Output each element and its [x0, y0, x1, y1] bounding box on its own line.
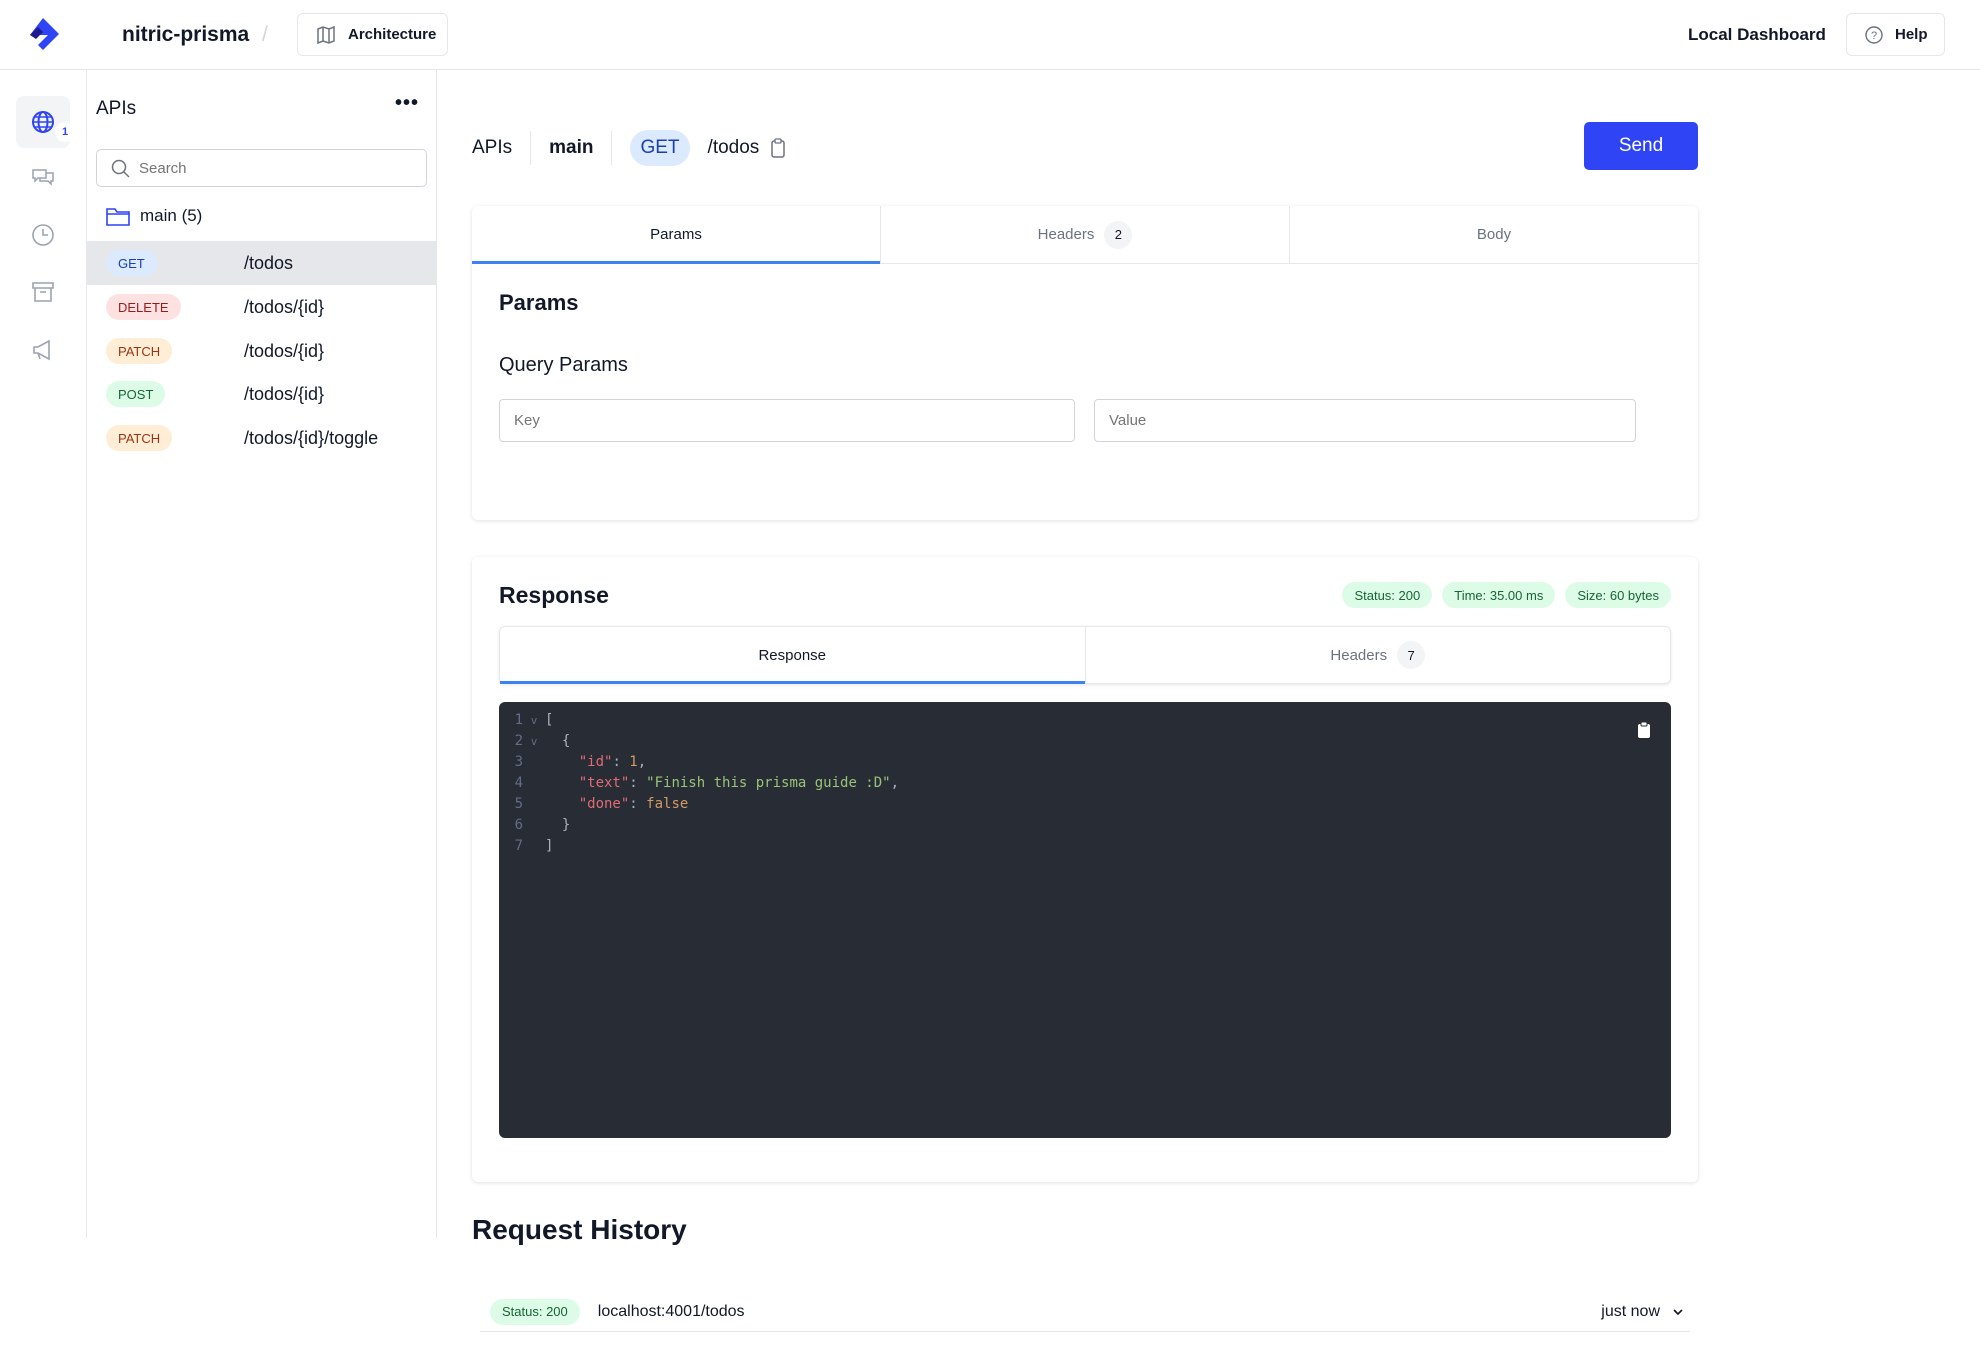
chevron-down-icon[interactable] — [1672, 1307, 1684, 1317]
route-path: /todos/{id}/toggle — [244, 427, 379, 448]
history-item[interactable]: Status: 200 localhost:4001/todos just no… — [480, 1292, 1690, 1332]
param-key-input[interactable] — [499, 399, 1075, 442]
response-meta: Status: 200 Time: 35.00 ms Size: 60 byte… — [1342, 582, 1671, 608]
size-badge: Size: 60 bytes — [1565, 582, 1671, 608]
nitric-logo-icon[interactable] — [26, 18, 60, 54]
tab-label: Response — [758, 646, 827, 664]
help-circle-icon: ? — [1865, 25, 1883, 44]
param-value-input[interactable] — [1094, 399, 1636, 442]
query-params-heading: Query Params — [499, 354, 628, 376]
help-button[interactable]: ? Help — [1846, 13, 1945, 56]
top-header: nitric-prisma / Architecture Local Dashb… — [0, 0, 1980, 70]
response-tabs: Response Headers 7 — [499, 626, 1671, 684]
project-name[interactable]: nitric-prisma — [122, 23, 250, 46]
tab-response[interactable]: Response — [500, 627, 1086, 684]
breadcrumb-separator: / — [262, 23, 268, 46]
rail-messages-button[interactable] — [16, 152, 70, 204]
code-line: 3 "id": 1, — [514, 754, 647, 770]
request-tabs: Params Headers 2 Body — [472, 206, 1698, 264]
status-badge: Status: 200 — [490, 1298, 580, 1325]
tab-label: Body — [1476, 226, 1512, 243]
method-badge: DELETE — [106, 294, 181, 320]
more-options-icon[interactable]: ••• — [395, 92, 420, 114]
route-item[interactable]: PATCH/todos/{id} — [87, 329, 437, 373]
api-group-main[interactable]: main (5) — [106, 206, 202, 226]
breadcrumb-api-name: main — [531, 131, 613, 165]
rail-apis-button[interactable]: 1 — [16, 96, 75, 148]
code-line: 6 } — [514, 817, 571, 833]
folder-icon — [106, 208, 130, 226]
count-badge: 7 — [1397, 641, 1426, 669]
params-heading: Params — [499, 290, 579, 315]
route-item[interactable]: PATCH/todos/{id}/toggle — [87, 416, 437, 460]
send-button[interactable]: Send — [1584, 122, 1698, 170]
search-icon — [111, 159, 130, 178]
sidebar-title: APIs — [96, 98, 137, 119]
route-path: /todos/{id} — [244, 340, 325, 361]
breadcrumb-apis[interactable]: APIs — [472, 131, 532, 165]
svg-text:?: ? — [1871, 30, 1877, 42]
code-line: 7] — [514, 838, 554, 854]
dashboard-title: Local Dashboard — [1688, 25, 1826, 44]
code-line: 4 "text": "Finish this prisma guide :D", — [514, 775, 900, 791]
breadcrumb: APIs main GET /todos — [472, 128, 786, 168]
clock-icon — [32, 224, 54, 246]
request-card: Params Headers 2 Body Params Query Params — [472, 206, 1698, 520]
chat-icon — [32, 169, 54, 186]
request-history-heading: Request History — [472, 1214, 687, 1245]
tab-response-headers[interactable]: Headers 7 — [1086, 627, 1671, 683]
api-sidebar: APIs ••• main (5) GET/todos DELETE/todos… — [87, 70, 437, 1238]
tab-body[interactable]: Body — [1290, 206, 1698, 263]
response-heading: Response — [499, 582, 609, 608]
history-time: just now — [1601, 1302, 1660, 1320]
search-input[interactable] — [139, 154, 419, 182]
time-badge: Time: 35.00 ms — [1442, 582, 1556, 608]
tab-params[interactable]: Params — [472, 206, 881, 264]
code-line: 1 v[ — [499, 710, 1671, 731]
route-path: /todos — [707, 137, 760, 158]
fold-toggle-icon[interactable]: v — [530, 714, 538, 727]
search-box[interactable] — [96, 149, 427, 187]
tab-label: Headers — [1330, 646, 1388, 664]
route-path: /todos — [244, 252, 294, 273]
copy-clipboard-icon[interactable] — [1637, 722, 1651, 738]
method-badge: PATCH — [106, 338, 173, 364]
tab-label: Headers — [1037, 226, 1095, 243]
architecture-button[interactable]: Architecture — [297, 13, 448, 56]
help-label: Help — [1895, 26, 1928, 43]
method-badge: PATCH — [106, 425, 173, 451]
clipboard-icon[interactable] — [771, 138, 786, 158]
rail-badge: 1 — [55, 122, 75, 142]
archive-icon — [32, 282, 54, 302]
code-line: 5 "done": false — [514, 796, 689, 812]
route-item[interactable]: POST/todos/{id} — [87, 372, 437, 416]
history-url: localhost:4001/todos — [597, 1302, 745, 1320]
fold-toggle-icon[interactable]: v — [530, 735, 538, 748]
group-label: main (5) — [140, 206, 203, 225]
route-path: /todos/{id} — [244, 296, 325, 317]
route-path: /todos/{id} — [244, 383, 325, 404]
route-item[interactable]: DELETE/todos/{id} — [87, 285, 437, 329]
tab-headers[interactable]: Headers 2 — [881, 206, 1290, 263]
method-badge: GET — [630, 130, 690, 166]
rail-topics-button[interactable] — [16, 324, 70, 376]
megaphone-icon — [33, 339, 50, 361]
map-icon — [317, 25, 335, 44]
rail-history-button[interactable] — [16, 209, 70, 261]
route-item[interactable]: GET/todos — [87, 241, 437, 285]
method-badge: GET — [106, 250, 157, 276]
rail-storage-button[interactable] — [16, 266, 70, 318]
count-badge: 2 — [1104, 220, 1133, 249]
tab-label: Params — [650, 226, 702, 243]
globe-icon — [32, 111, 54, 133]
status-badge: Status: 200 — [1342, 582, 1433, 608]
method-badge: POST — [106, 381, 166, 407]
architecture-label: Architecture — [348, 26, 437, 43]
icon-rail: 1 — [0, 70, 87, 1238]
